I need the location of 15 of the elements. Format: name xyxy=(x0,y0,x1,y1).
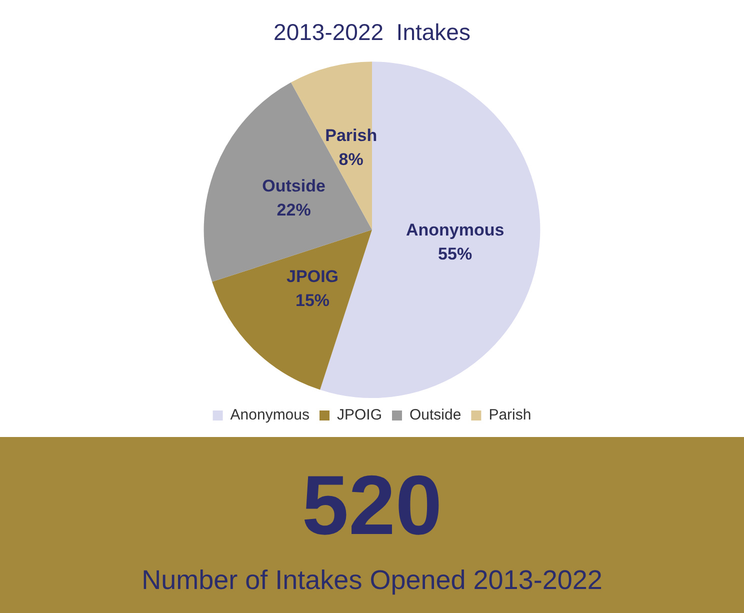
text: Number of Intakes Opened 2013-2022 xyxy=(140,564,604,596)
data-label: 22% xyxy=(276,200,311,220)
chart-title: 2013-2022 Intakes xyxy=(274,19,470,46)
legend-label: JPOIG xyxy=(336,406,382,424)
legend-label: Parish xyxy=(488,406,532,424)
slice-label: Parish xyxy=(325,126,378,146)
slice-label: JPOIG xyxy=(286,266,339,286)
legend-label: Outside xyxy=(410,406,462,424)
data-label: 55% xyxy=(438,244,472,264)
slice-label: Anonymous xyxy=(406,220,504,240)
text: 520 xyxy=(300,457,444,552)
data-label: 8% xyxy=(338,150,364,170)
slice-label: Outside xyxy=(262,176,326,196)
data-label: 15% xyxy=(296,290,330,310)
legend-label: Anonymous xyxy=(230,406,310,424)
